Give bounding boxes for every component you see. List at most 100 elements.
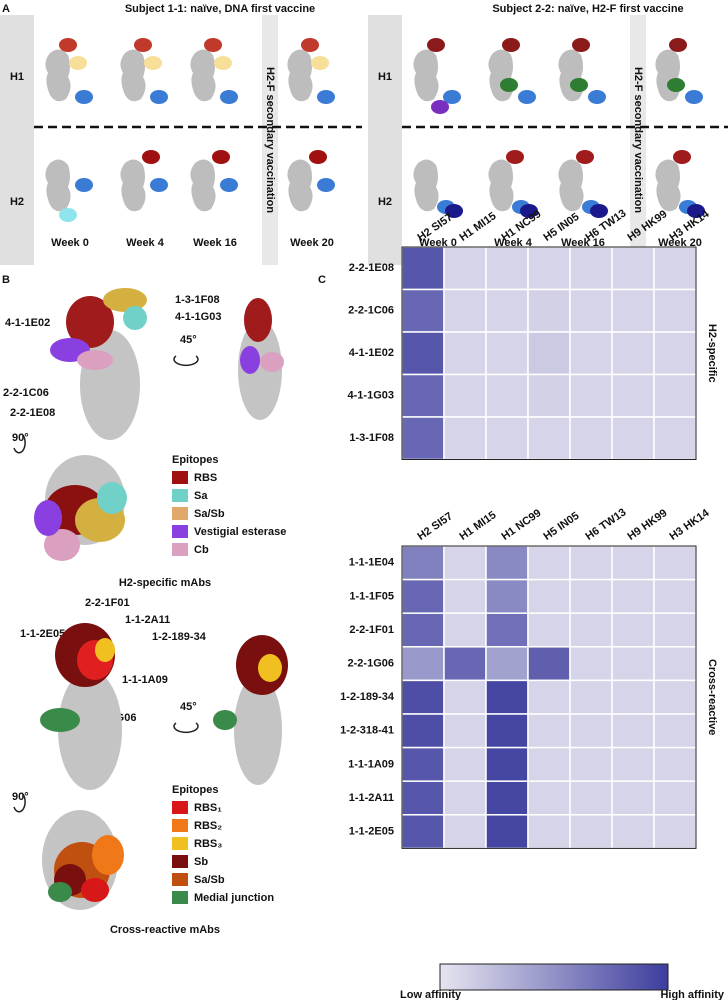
heatmap-cell [485, 373, 529, 418]
heatmap-cell [653, 814, 697, 850]
heatmap-cell [443, 416, 487, 461]
antibody-density [445, 204, 463, 218]
structure [40, 708, 80, 732]
structure [655, 49, 681, 102]
structure [66, 296, 114, 348]
heatmap-cell [569, 288, 613, 333]
legend-label: Medial junction [194, 892, 274, 904]
heatmap-cell [527, 679, 571, 715]
heatmap-cell [527, 545, 571, 581]
legend-label: RBS [194, 472, 217, 484]
heatmap-cell [401, 814, 445, 850]
column-label: H1 MI15 [458, 509, 499, 543]
column-label: H1 MI15 [458, 210, 499, 244]
antibody-density [142, 150, 160, 164]
week-label: Week 4 [494, 237, 533, 249]
antibody-density [500, 78, 518, 92]
week-label: Week 20 [290, 237, 334, 249]
structure [190, 159, 216, 212]
heatmap-cell [485, 578, 529, 614]
legend-label: Sa [194, 490, 208, 502]
antibody-density [75, 90, 93, 104]
structure [190, 49, 216, 102]
column-label: H1 NC99 [500, 507, 544, 543]
row-label: 1-1-2E05 [349, 826, 394, 838]
heatmap-cell [611, 331, 655, 376]
structure [238, 320, 282, 420]
row-label: 1-1-2A11 [349, 792, 394, 804]
rotation-label: 90° [12, 432, 29, 444]
rotation-label: 45° [180, 334, 197, 346]
antibody-density [204, 38, 222, 52]
heatmap-cell [527, 288, 571, 333]
heatmap-cell [527, 578, 571, 614]
side-label: H2-specific [706, 324, 718, 383]
structure [44, 529, 80, 561]
legend-title: Epitopes [172, 784, 218, 796]
legend-swatch [172, 837, 188, 850]
heatmap-cell [485, 646, 529, 682]
legend-swatch [172, 855, 188, 868]
week-label: Week 16 [193, 237, 237, 249]
antibody-density [311, 56, 329, 70]
structure [92, 835, 124, 875]
row-label: 1-2-318-41 [340, 725, 394, 737]
heatmap-cell [611, 416, 655, 461]
rotation-label: 45° [180, 701, 197, 713]
legend-label: Cb [194, 544, 209, 556]
heatmap-cell [401, 246, 445, 291]
row-label: 4-1-1E02 [349, 347, 394, 359]
antibody-density [427, 38, 445, 52]
heatmap-cell [443, 679, 487, 715]
heatmap-cell [401, 373, 445, 418]
antibody-density [134, 38, 152, 52]
structure [244, 298, 272, 342]
panel-label: B [2, 274, 10, 286]
heatmap-cell [443, 814, 487, 850]
antibody-label: 2-2-1E08 [10, 407, 55, 419]
heatmap-cell [527, 612, 571, 648]
heatmap-cell [653, 679, 697, 715]
antibody-density [673, 150, 691, 164]
heatmap-cell [485, 288, 529, 333]
heatmap-cell [611, 780, 655, 816]
legend-swatch [172, 891, 188, 904]
structure [488, 49, 514, 102]
heatmap-cell [485, 246, 529, 291]
antibody-density [667, 78, 685, 92]
heatmap-cell [443, 646, 487, 682]
structure [413, 159, 439, 212]
heatmap-cell [569, 746, 613, 782]
legend-label: RBS₂ [194, 820, 222, 832]
antibody-label: 1-1-2E05 [20, 628, 65, 640]
antibody-density [572, 38, 590, 52]
heatmap-cell [485, 612, 529, 648]
legend-label: Vestigial esterase [194, 526, 286, 538]
legend-swatch [172, 543, 188, 556]
row-label: H2 [10, 196, 24, 208]
week-label: Week 0 [51, 237, 89, 249]
heatmap-cell [401, 545, 445, 581]
structure [287, 159, 313, 212]
row-label: 1-3-1F08 [349, 432, 394, 444]
side-label: H2-F secondary vaccination [264, 67, 276, 213]
heatmap-cell [485, 679, 529, 715]
legend-label: RBS₃ [194, 838, 222, 850]
heatmap-cell [569, 545, 613, 581]
column-label: H9 HK99 [626, 507, 670, 543]
heatmap-cell [485, 331, 529, 376]
structure [287, 49, 313, 102]
heatmap-cell [527, 713, 571, 749]
heatmap-cell [569, 416, 613, 461]
structure [123, 306, 147, 330]
structure [213, 710, 237, 730]
row-label: 4-1-1G03 [348, 390, 394, 402]
side-label: H2-F secondary vaccination [632, 67, 644, 213]
antibody-density [75, 178, 93, 192]
colorbar-low-label: Low affinity [400, 989, 462, 1000]
antibody-density [506, 150, 524, 164]
antibody-density [214, 56, 232, 70]
row-label: 1-1-1E04 [349, 557, 395, 569]
heatmap-cell [611, 713, 655, 749]
heatmap-cell [611, 746, 655, 782]
